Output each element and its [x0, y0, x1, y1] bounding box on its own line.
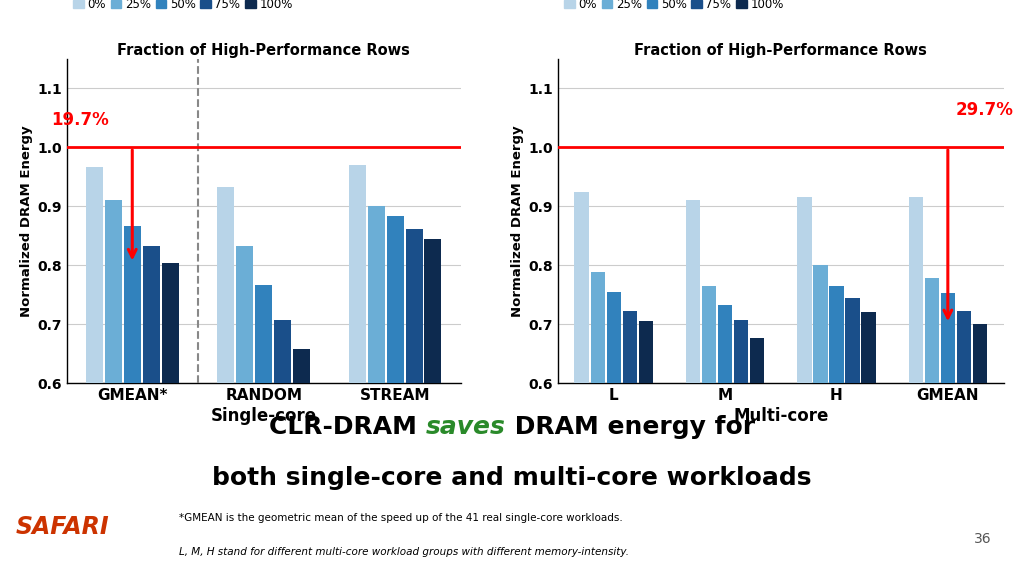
Text: saves: saves: [426, 415, 506, 438]
Bar: [368, 206, 385, 383]
Bar: [606, 291, 621, 383]
Bar: [124, 226, 140, 383]
X-axis label: Multi-core: Multi-core: [733, 407, 828, 425]
Bar: [718, 305, 732, 383]
Y-axis label: Normalized DRAM Energy: Normalized DRAM Energy: [511, 125, 524, 317]
Bar: [406, 229, 423, 383]
Bar: [424, 238, 441, 383]
Bar: [798, 197, 812, 383]
Bar: [861, 312, 876, 383]
Legend: 0%, 25%, 50%, 75%, 100%: 0%, 25%, 50%, 75%, 100%: [559, 0, 788, 16]
Bar: [701, 286, 717, 383]
Bar: [217, 187, 234, 383]
Bar: [639, 320, 653, 383]
Text: *GMEAN is the geometric mean of the speed up of the 41 real single-core workload: *GMEAN is the geometric mean of the spee…: [179, 513, 623, 522]
Bar: [274, 320, 291, 383]
Title: Fraction of High-Performance Rows: Fraction of High-Performance Rows: [634, 43, 928, 58]
Bar: [750, 338, 764, 383]
Bar: [574, 192, 589, 383]
Text: CLR-DRAM: CLR-DRAM: [269, 415, 426, 438]
Bar: [813, 265, 827, 383]
Bar: [591, 272, 605, 383]
Bar: [86, 166, 103, 383]
Bar: [956, 311, 971, 383]
Bar: [349, 165, 366, 383]
Text: 19.7%: 19.7%: [51, 111, 109, 129]
Text: 36: 36: [974, 532, 991, 545]
Text: SAFARI: SAFARI: [15, 516, 109, 539]
Bar: [237, 245, 253, 383]
Bar: [293, 350, 310, 383]
Text: both single-core and multi-core workloads: both single-core and multi-core workload…: [212, 465, 812, 490]
Y-axis label: Normalized DRAM Energy: Normalized DRAM Energy: [19, 125, 33, 317]
Text: 29.7%: 29.7%: [955, 101, 1014, 119]
Bar: [908, 197, 923, 383]
Bar: [104, 200, 122, 383]
Bar: [829, 286, 844, 383]
Bar: [623, 311, 637, 383]
Bar: [973, 324, 987, 383]
Bar: [734, 320, 749, 383]
Bar: [387, 216, 403, 383]
Bar: [941, 293, 955, 383]
Bar: [142, 247, 160, 383]
Bar: [845, 298, 860, 383]
Text: L, M, H stand for different multi-core workload groups with different memory-int: L, M, H stand for different multi-core w…: [179, 547, 629, 557]
Legend: 0%, 25%, 50%, 75%, 100%: 0%, 25%, 50%, 75%, 100%: [69, 0, 297, 16]
Text: CLR-DRAM Energy Savings: CLR-DRAM Energy Savings: [13, 13, 450, 40]
Bar: [255, 285, 272, 383]
Text: DRAM energy for: DRAM energy for: [506, 415, 755, 438]
Bar: [925, 278, 939, 383]
Title: Fraction of High-Performance Rows: Fraction of High-Performance Rows: [117, 43, 411, 58]
Bar: [686, 200, 700, 383]
X-axis label: Single-core: Single-core: [211, 407, 316, 425]
Bar: [162, 263, 178, 383]
